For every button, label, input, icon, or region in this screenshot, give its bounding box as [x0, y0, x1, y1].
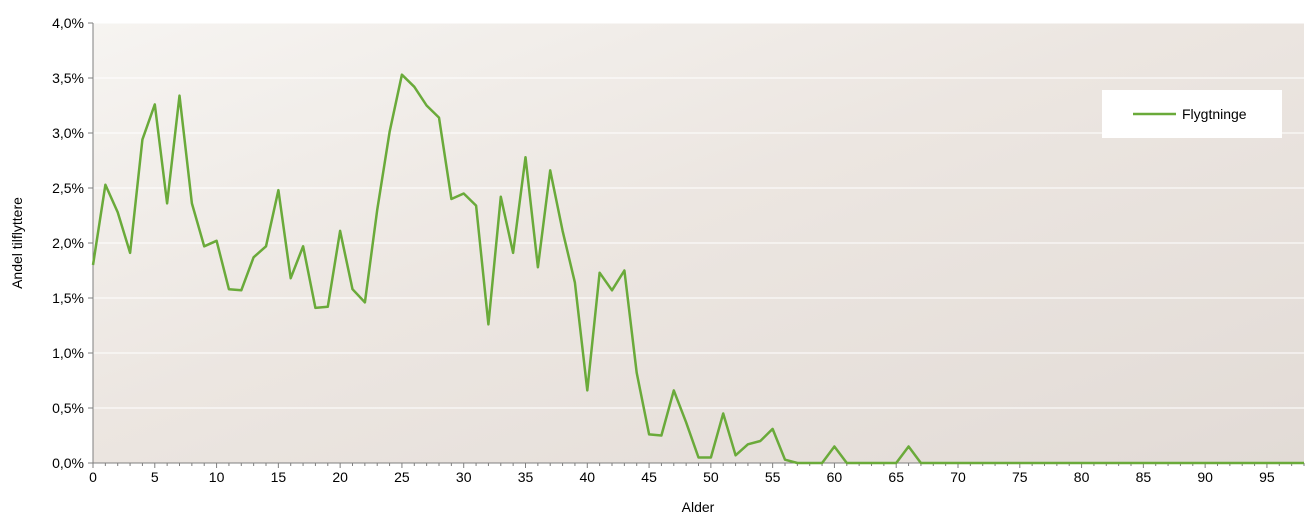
y-tick-label: 1,0%: [52, 345, 84, 361]
y-axis-ticks: 0,0% 0,5% 1,0% 1,5% 2,0% 2,5% 3,0% 3,5% 4,0%: [52, 15, 93, 471]
x-tick-label: 50: [703, 469, 719, 485]
x-tick-label: 95: [1259, 469, 1275, 485]
x-tick-label: 35: [518, 469, 534, 485]
y-tick-label: 2,0%: [52, 235, 84, 251]
x-tick-label: 85: [1136, 469, 1152, 485]
x-tick-label: 45: [641, 469, 657, 485]
y-tick-label: 2,5%: [52, 180, 84, 196]
y-tick-label: 4,0%: [52, 15, 84, 31]
x-tick-label: 10: [209, 469, 225, 485]
x-tick-label: 60: [827, 469, 843, 485]
x-tick-label: 55: [765, 469, 781, 485]
x-tick-label: 90: [1197, 469, 1213, 485]
x-tick-label: 20: [332, 469, 348, 485]
x-tick-label: 15: [271, 469, 287, 485]
legend-box: [1102, 90, 1282, 138]
x-axis-title: Alder: [682, 499, 715, 515]
legend: Flygtninge: [1102, 90, 1282, 138]
y-tick-label: 3,5%: [52, 70, 84, 86]
y-axis-title: Andel tilflyttere: [9, 197, 25, 289]
x-tick-label: 65: [888, 469, 904, 485]
y-tick-label: 0,5%: [52, 400, 84, 416]
x-tick-label: 80: [1074, 469, 1090, 485]
x-tick-label: 25: [394, 469, 410, 485]
x-tick-label: 70: [950, 469, 966, 485]
x-tick-label: 30: [456, 469, 472, 485]
legend-label-flygtninge: Flygtninge: [1182, 106, 1247, 122]
y-tick-label: 3,0%: [52, 125, 84, 141]
x-tick-label: 75: [1012, 469, 1028, 485]
gridlines: [93, 22, 1304, 409]
x-axis-ticks: 0 5 10 15 20 25 30 35 40 45 50 55 60 65 70 75 80 85 90 95: [89, 463, 1305, 485]
y-tick-label: 0,0%: [52, 455, 84, 471]
y-tick-label: 1,5%: [52, 290, 84, 306]
x-tick-label: 0: [89, 469, 97, 485]
series-line-flygtninge: [91, 73, 1304, 465]
x-tick-label: 5: [151, 469, 159, 485]
series-group: [91, 73, 1304, 465]
x-tick-label: 40: [579, 469, 595, 485]
